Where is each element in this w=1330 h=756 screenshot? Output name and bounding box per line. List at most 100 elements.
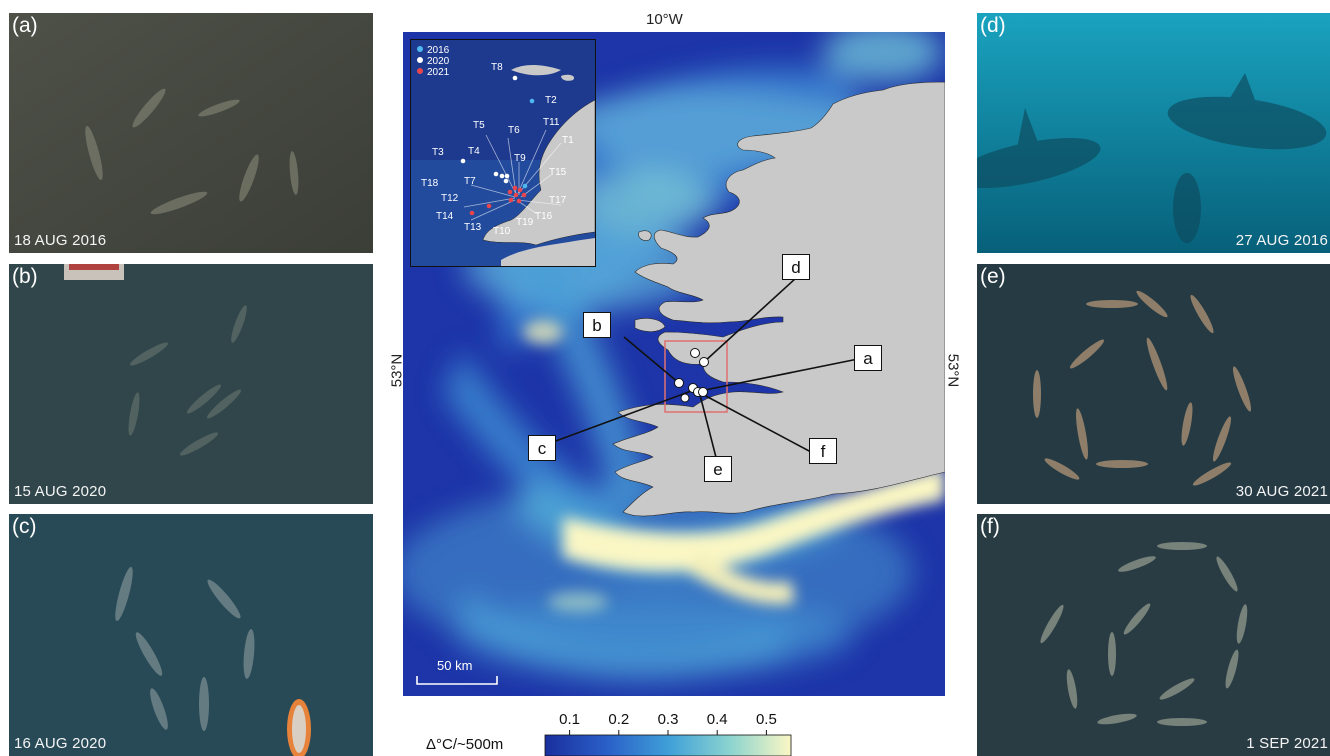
boat-shape — [287, 699, 311, 756]
tag-point — [493, 171, 499, 177]
colorbar-tick-label: 0.4 — [707, 711, 728, 728]
photo-c-date: 16 AUG 2020 — [14, 735, 107, 752]
tag-label: T2 — [545, 95, 557, 106]
callout-a: a — [854, 345, 882, 371]
colorbar-tick-label: 0.3 — [658, 711, 679, 728]
photo-b-label: (b) — [12, 265, 38, 288]
tag-point — [513, 192, 519, 198]
tag-label: T14 — [436, 211, 454, 222]
tag-point — [512, 185, 518, 191]
photo-b: (b) 15 AUG 2020 — [9, 264, 373, 504]
tag-label: T8 — [491, 62, 503, 73]
photo-c: (c) 16 AUG 2020 — [9, 514, 373, 756]
inset-legend: 2016 2020 2021 — [417, 45, 450, 78]
legend-dot-2021 — [417, 68, 423, 74]
scale-bar — [416, 676, 498, 685]
tag-label: T6 — [508, 125, 520, 136]
photo-c-image — [9, 514, 373, 756]
tag-point — [504, 173, 510, 179]
photo-a: (a) 18 AUG 2016 — [9, 13, 373, 253]
tag-label: T15 — [549, 167, 567, 178]
tag-point — [521, 192, 527, 198]
tag-point — [529, 98, 535, 104]
tag-point — [499, 173, 505, 179]
photo-d-image — [977, 13, 1330, 253]
tag-point — [507, 189, 513, 195]
tag-deploy-points — [460, 75, 535, 216]
legend-label-2020: 2020 — [427, 56, 450, 67]
tag-label: T17 — [549, 195, 567, 206]
tag-point — [516, 198, 522, 204]
tag-point — [486, 203, 492, 209]
callout-d: d — [782, 254, 810, 280]
tag-point — [517, 187, 523, 193]
inset-map-graphic: 2016 2020 2021 T8 T2 T5 T6 T11 T1 T3 T4 … — [411, 40, 595, 266]
callout-c: c — [528, 435, 556, 461]
tag-label: T7 — [464, 176, 476, 187]
legend-label-2021: 2021 — [427, 67, 450, 78]
photo-e: (e) 30 AUG 2021 — [977, 264, 1330, 504]
legend-dot-2020 — [417, 57, 423, 63]
tag-point — [503, 178, 509, 184]
colorbar-ramp — [544, 734, 792, 756]
callout-e: e — [704, 456, 732, 482]
colorbar-title: Δ°C/~500m — [426, 736, 504, 753]
legend-dot-2016 — [417, 46, 423, 52]
ireland-landmass — [612, 81, 945, 517]
strong-front-band — [523, 320, 945, 612]
photo-e-image — [977, 264, 1330, 504]
photo-f-image — [977, 514, 1330, 756]
colorbar: Δ°C/~500m 0.1 0.2 0.3 0.4 0.5 — [422, 702, 842, 756]
photo-d: (d) 27 AUG 2016 — [977, 13, 1330, 253]
tag-inset-map: 2016 2020 2021 T8 T2 T5 T6 T11 T1 T3 T4 … — [410, 39, 596, 267]
photo-f: (f) 1 SEP 2021 — [977, 514, 1330, 756]
tag-point — [512, 75, 518, 81]
tag-label: T13 — [464, 222, 482, 233]
tag-label: T18 — [421, 178, 439, 189]
tag-label: T19 — [516, 217, 534, 228]
tag-point — [469, 210, 475, 216]
photo-b-date: 15 AUG 2020 — [14, 483, 107, 500]
legend-label-2016: 2016 — [427, 45, 450, 56]
tag-label: T11 — [543, 117, 560, 128]
photo-e-date: 30 AUG 2021 — [1235, 483, 1328, 500]
tag-point — [508, 197, 514, 203]
sighting-point — [674, 378, 684, 388]
study-area-box — [664, 340, 728, 413]
photo-c-label: (c) — [12, 515, 37, 538]
tag-labels: T8 T2 T5 T6 T11 T1 T3 T4 T9 T15 T18 T7 T… — [421, 62, 574, 237]
photo-a-label: (a) — [12, 14, 38, 37]
tag-label: T10 — [493, 226, 511, 237]
photo-d-label: (d) — [980, 14, 1006, 37]
photo-b-image — [9, 264, 373, 504]
sighting-point — [698, 387, 708, 397]
map-panel: 50 km — [403, 32, 945, 696]
photo-d-date: 27 AUG 2016 — [1235, 232, 1328, 249]
tag-label: T16 — [535, 211, 553, 222]
colorbar-tick-label: 0.2 — [608, 711, 629, 728]
tag-label: T1 — [562, 135, 574, 146]
photo-f-date: 1 SEP 2021 — [1246, 735, 1328, 752]
tag-point — [522, 183, 528, 189]
callout-b: b — [583, 312, 611, 338]
sighting-point — [690, 348, 700, 358]
scale-bar-label: 50 km — [437, 658, 473, 673]
tag-label: T3 — [432, 147, 444, 158]
tag-label: T9 — [514, 153, 526, 164]
photo-a-date: 18 AUG 2016 — [14, 232, 107, 249]
tag-label: T4 — [468, 146, 480, 157]
tag-label: T12 — [441, 193, 459, 204]
tag-label: T5 — [473, 120, 485, 131]
sighting-point — [699, 357, 709, 367]
colorbar-tick-label: 0.5 — [756, 711, 777, 728]
photo-a-image — [9, 13, 373, 253]
sighting-points — [674, 348, 709, 403]
inset-land — [482, 99, 595, 246]
latitude-label-right: 53°N — [944, 353, 962, 388]
photo-f-label: (f) — [980, 515, 1000, 538]
photo-e-label: (e) — [980, 265, 1006, 288]
longitude-label: 10°W — [646, 11, 683, 28]
colorbar-graphic: 0.1 0.2 0.3 0.4 0.5 — [544, 711, 792, 756]
track-lines — [463, 129, 562, 221]
colorbar-tick-label: 0.1 — [559, 711, 580, 728]
